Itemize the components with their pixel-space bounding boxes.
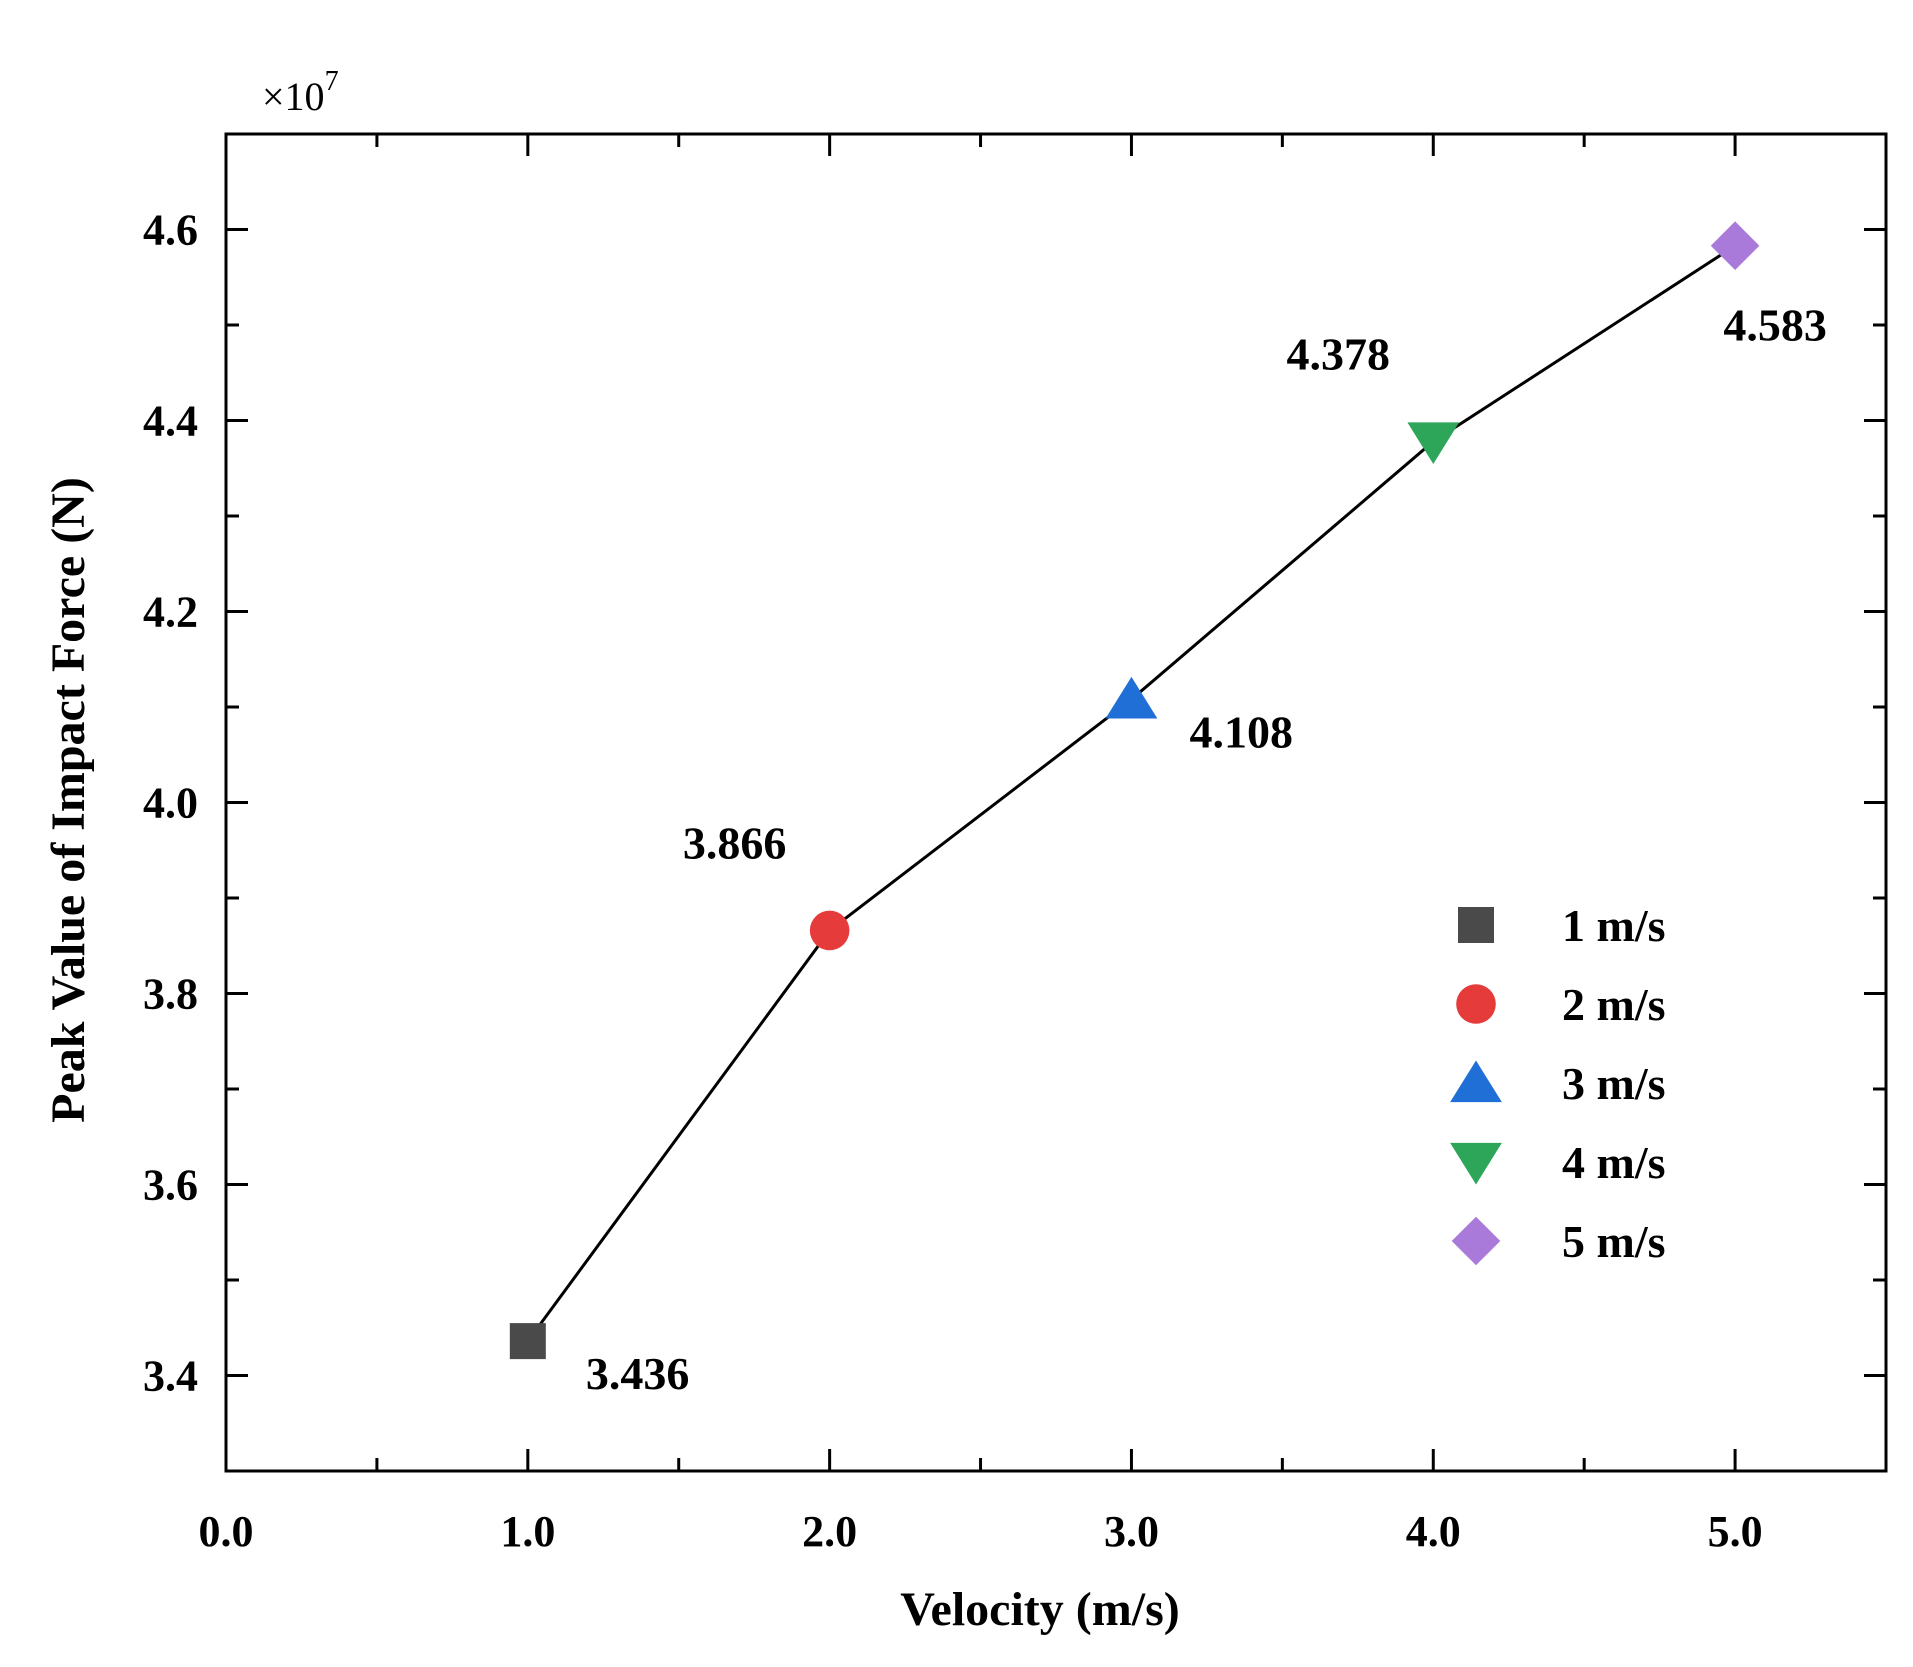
legend-label-1: 1 m/s — [1562, 900, 1666, 951]
y-tick-label: 3.8 — [143, 970, 198, 1019]
series-line — [526, 244, 1736, 1343]
y-tick-label: 4.2 — [143, 588, 198, 637]
x-tick-label: 0.0 — [199, 1507, 254, 1556]
y-tick-label: 4.0 — [143, 779, 198, 828]
legend-marker-4 — [1450, 1142, 1502, 1185]
y-tick-label: 3.4 — [143, 1352, 198, 1401]
data-point-2 — [809, 910, 850, 951]
x-tick-label: 2.0 — [802, 1507, 857, 1556]
data-point-1 — [509, 1323, 546, 1360]
legend-label-2: 2 m/s — [1562, 979, 1666, 1030]
y-tick-label: 4.6 — [143, 206, 198, 255]
legend-label-5: 5 m/s — [1562, 1216, 1666, 1267]
legend-marker-2 — [1456, 984, 1496, 1024]
legend: 1 m/s 2 m/s 3 m/s 4 m/s 5 m/s — [1450, 900, 1666, 1267]
y-axis-title: Peak Value of Impact Force (N) — [42, 477, 95, 1123]
x-tick-label: 3.0 — [1104, 1507, 1159, 1556]
x-tick-label: 4.0 — [1406, 1507, 1461, 1556]
x-tick-label: 1.0 — [500, 1507, 555, 1556]
y-tick-labels: 3.4 3.6 3.8 4.0 4.2 4.4 4.6 — [143, 206, 198, 1401]
plot-frame — [224, 132, 1888, 1473]
y-tick-label: 4.4 — [143, 397, 198, 446]
legend-label-3: 3 m/s — [1562, 1058, 1666, 1109]
data-label-4: 4.378 — [1287, 329, 1391, 380]
x-tick-label: 5.0 — [1708, 1507, 1763, 1556]
data-point-3 — [1105, 676, 1158, 719]
y-multiplier: ×107 — [262, 66, 339, 119]
y-multiplier-base: ×10 — [262, 74, 325, 119]
legend-marker-3 — [1450, 1060, 1502, 1103]
y-tick-label: 3.6 — [143, 1161, 198, 1210]
legend-marker-5 — [1451, 1216, 1501, 1266]
data-label-5: 4.583 — [1723, 300, 1827, 351]
data-label-2: 3.866 — [683, 817, 787, 868]
legend-marker-1 — [1458, 907, 1494, 943]
legend-label-4: 4 m/s — [1562, 1137, 1666, 1188]
y-multiplier-exponent: 7 — [325, 66, 339, 97]
x-tick-labels: 0.0 1.0 2.0 3.0 4.0 5.0 — [199, 1507, 1763, 1556]
data-point-4 — [1407, 422, 1460, 465]
data-label-3: 4.108 — [1189, 706, 1293, 757]
axis-ticks — [224, 132, 1888, 1473]
x-axis-title: Velocity (m/s) — [900, 1583, 1180, 1636]
data-label-1: 3.436 — [586, 1348, 690, 1399]
data-point-5 — [1710, 221, 1760, 271]
data-markers — [509, 221, 1760, 1360]
data-labels: 3.436 3.866 4.108 4.378 4.583 — [586, 300, 1827, 1399]
